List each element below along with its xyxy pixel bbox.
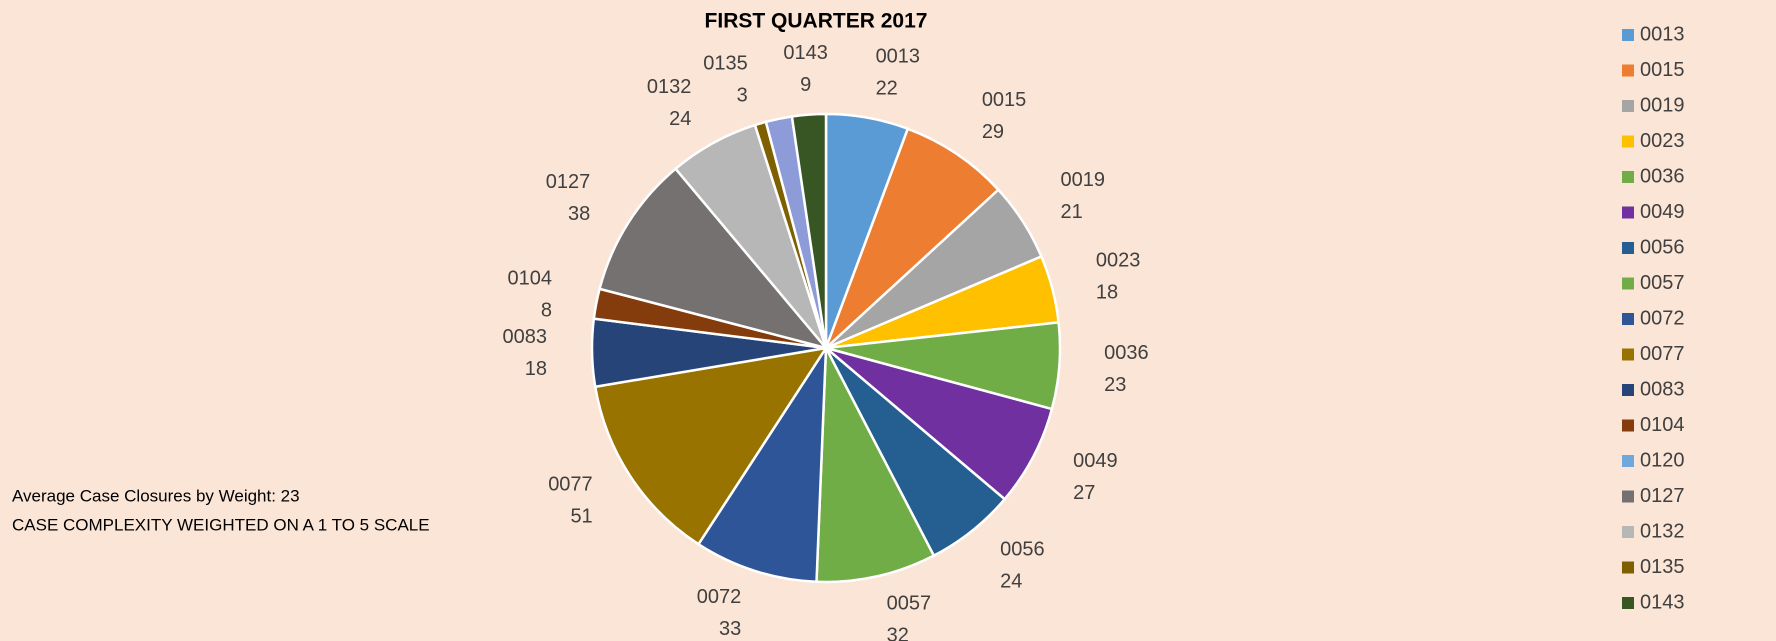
legend-label: 0127 [1640, 485, 1685, 507]
legend-swatch [1622, 206, 1634, 219]
legend-swatch [1622, 348, 1634, 361]
legend-swatch [1622, 242, 1634, 254]
legend-label: 0015 [1640, 59, 1685, 81]
legend-swatch [1622, 526, 1634, 538]
data-label-name: 0143 [783, 42, 828, 64]
legend-label: 0077 [1640, 343, 1685, 365]
pie-slice [825, 346, 1054, 501]
data-label: 8 [541, 299, 552, 321]
annotation: Average Case Closures by Weight: 23 [12, 486, 300, 505]
legend-label: 0104 [1640, 414, 1685, 436]
legend-swatch [1622, 561, 1634, 574]
data-label-name: 0132 [647, 76, 692, 98]
pie-slice [593, 346, 829, 546]
legend-swatch [1622, 597, 1634, 609]
data-label: 29 [982, 121, 1004, 143]
data-label: 32 [887, 625, 909, 641]
data-label: 23 [1104, 374, 1126, 396]
pie-slice [824, 127, 1001, 349]
data-label: 24 [1000, 570, 1022, 592]
legend-label: 0135 [1640, 556, 1685, 578]
data-label-name: 0104 [508, 267, 553, 289]
legend-swatch [1622, 313, 1634, 325]
data-label-name: 0015 [982, 89, 1027, 111]
legend-swatch [1622, 64, 1634, 77]
data-label: 27 [1073, 482, 1095, 504]
legend-label: 0143 [1640, 591, 1685, 613]
legend-label: 0083 [1640, 378, 1685, 400]
data-label: 22 [876, 78, 898, 100]
data-label-name: 0023 [1096, 250, 1141, 272]
legend-label: 0019 [1640, 94, 1685, 116]
pie-slice [598, 166, 830, 351]
legend-swatch [1622, 171, 1634, 183]
data-label-name: 0057 [887, 593, 932, 615]
legend-swatch [1622, 384, 1634, 396]
legend-label: 0056 [1640, 236, 1685, 258]
legend-swatch [1622, 277, 1634, 290]
data-label-name: 0019 [1061, 169, 1106, 191]
data-label: 33 [719, 618, 741, 640]
annotation: CASE COMPLEXITY WEIGHTED ON A 1 TO 5 SCA… [12, 515, 430, 534]
legend-label: 0049 [1640, 201, 1685, 223]
pie-slice [815, 343, 936, 584]
legend-swatch [1622, 455, 1634, 467]
pie-slice [790, 112, 828, 349]
data-label-name: 0056 [1000, 538, 1045, 560]
data-label-name: 0135 [703, 52, 748, 74]
data-label-name: 0077 [548, 473, 593, 495]
legend-label: 0132 [1640, 520, 1685, 542]
data-label-name: 0083 [503, 326, 548, 348]
data-label: 38 [568, 203, 590, 225]
data-label-name: 0127 [546, 171, 591, 193]
legend-label: 0023 [1640, 130, 1685, 152]
legend-label: 0036 [1640, 165, 1685, 187]
pie-slice [696, 343, 828, 584]
data-label-name: 0072 [697, 586, 742, 608]
data-label: 24 [669, 108, 691, 130]
legend-swatch [1622, 419, 1634, 432]
legend-label: 0120 [1640, 449, 1685, 471]
data-label: 21 [1061, 201, 1083, 223]
legend-swatch [1622, 135, 1634, 148]
data-label: 51 [570, 505, 592, 527]
data-label: 3 [737, 84, 748, 106]
data-label: 18 [1096, 282, 1118, 304]
data-label-name: 0013 [876, 46, 921, 68]
legend-swatch [1622, 29, 1634, 41]
legend-label: 0057 [1640, 272, 1685, 294]
chart-title: FIRST QUARTER 2017 [705, 10, 928, 33]
legend-swatch [1622, 490, 1634, 503]
data-label-name: 0036 [1104, 342, 1149, 364]
legend-swatch [1622, 100, 1634, 112]
data-label-name: 0049 [1073, 450, 1118, 472]
legend-label: 0013 [1640, 23, 1685, 45]
data-label: 9 [800, 74, 811, 96]
data-label: 18 [525, 358, 547, 380]
legend-label: 0072 [1640, 307, 1685, 329]
